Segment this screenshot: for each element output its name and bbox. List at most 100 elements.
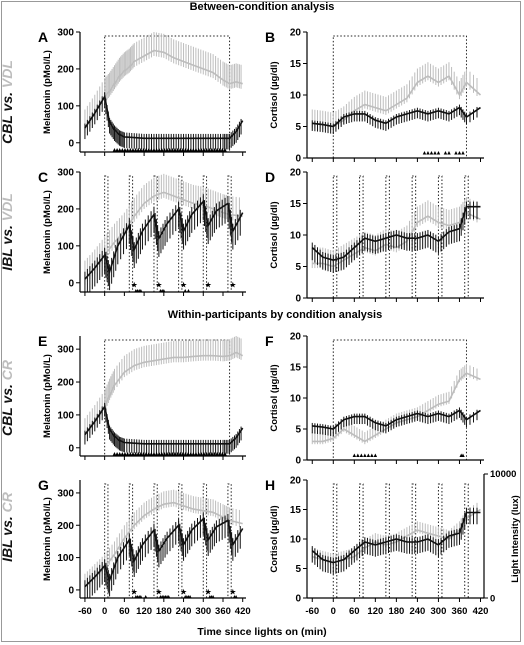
panel-c-significance-marker: ★	[205, 281, 212, 290]
panel-g-y-tick-label: 300	[57, 488, 74, 499]
panel-h: H 0 5 10 15 20 -60 0 60 120 180 240 300 360 420 Cortiso…	[265, 469, 521, 617]
panel-a-y-tick-label: 100	[57, 101, 74, 112]
panel-d-y-tick-label: 20	[290, 168, 302, 179]
panel-d-series-black	[311, 201, 481, 273]
panel-b-y-tick-label: 20	[290, 28, 302, 39]
panel-e-significance-marker: ▲	[143, 452, 149, 458]
panel-a-significance-marker: ▲	[167, 147, 173, 153]
svg-text:IBL vs. VDL: IBL vs. VDL	[0, 193, 15, 271]
panel-d-y-tick-label: 0	[295, 294, 301, 305]
panel-h-x-tick-label: 360	[452, 606, 468, 617]
panel-a-significance-marker: ▲	[119, 147, 125, 153]
panel-f-y-tick-label: 15	[290, 363, 302, 374]
panel-g: G★★★★★▲▲▲▲▲▲▲▲▲▲▲▲▲▲▲▲▲▲▲▲0100200300-600…	[38, 477, 251, 617]
panel-e-significance-marker: ▲	[217, 452, 223, 458]
panel-f-series-black	[311, 407, 481, 437]
panel-e-significance-marker: ▲	[214, 452, 220, 458]
panel-a-significance-marker: ▲	[219, 147, 225, 153]
panel-e-significance-marker: ▲	[193, 452, 199, 458]
panel-b-significance-marker: ▲	[446, 151, 452, 157]
panel-a-significance-marker: ▲	[148, 147, 154, 153]
x-axis-label: Time since lights on (min)	[197, 626, 326, 638]
panel-e-significance-marker: ▲	[148, 452, 154, 458]
panel-c-significance-marker: ★	[229, 281, 236, 290]
panel-b-series-gray	[311, 62, 482, 131]
panel-f-black-line	[312, 409, 481, 430]
panel-f-significance-marker: ▲	[458, 453, 464, 459]
panel-f-y-label-wrap: Cortisol (µg/dl)	[269, 364, 280, 431]
panel-a-significance-marker: ▲	[217, 147, 223, 153]
panel-a-y-tick-label: 200	[57, 64, 74, 75]
panel-h-series-black	[311, 507, 481, 575]
row-label-2-cond-b: VDL	[0, 193, 15, 221]
panel-a-significance-marker: ▲	[175, 147, 181, 153]
panel-g-significance-marker: ★	[205, 588, 212, 597]
panel-a-significance-marker: ▲	[164, 147, 170, 153]
panel-a-gray-line	[84, 49, 243, 129]
title-between: Between-condition analysis	[190, 1, 335, 13]
panel-b-black-line	[312, 106, 481, 128]
title-within: Within-participants by condition analysi…	[168, 309, 382, 321]
panel-e-significance-marker: ▲	[162, 452, 168, 458]
panel-f-y-label: Cortisol (µg/dl)	[269, 364, 280, 431]
panel-f-significance-marker: ▲	[358, 453, 364, 459]
panel-c-y-tick-label: 200	[57, 204, 74, 215]
row-label-1-cond-b: VDL	[0, 60, 15, 88]
panel-c-y-label: Melatonin (pMol/L)	[42, 190, 53, 274]
panel-h-x-tick-label: -60	[305, 606, 319, 617]
row-label-3-vs: vs.	[0, 380, 15, 407]
panel-a-series-black	[84, 92, 244, 150]
panel-d-letter: D	[265, 169, 275, 185]
panel-a-significance-marker: ▲	[169, 147, 175, 153]
panel-c-significance-marker: ★	[131, 281, 138, 290]
panel-a-y-label-wrap: Melatonin (pMol/L)	[42, 50, 53, 134]
panel-c-black-line	[84, 199, 244, 280]
panel-f-significance-marker: ▲	[351, 453, 357, 459]
panel-a-y-tick-label: 0	[68, 138, 74, 149]
panel-g-significance-marker: ★	[229, 588, 236, 597]
panel-b-letter: B	[265, 29, 275, 45]
panel-c-y-tick-label: 300	[57, 168, 74, 179]
panel-e-significance-marker: ▲	[190, 452, 196, 458]
panel-d-y-label-wrap: Cortisol (µg/dl)	[269, 201, 280, 268]
panel-b-y-tick-label: 10	[290, 91, 302, 102]
panel-d-black-line	[311, 205, 481, 262]
panel-g-lights-box-0	[104, 483, 109, 599]
panel-e-significance-marker: ▲	[164, 452, 170, 458]
panel-f-significance-marker: ▲	[355, 453, 361, 459]
panel-e-significance-marker: ▲	[201, 452, 207, 458]
panel-e-significance-marker: ▲	[156, 452, 162, 458]
panel-h-x-tick-label: 240	[409, 606, 425, 617]
panel-g-series-black	[84, 512, 244, 598]
panel-g-significance-marker: ★	[155, 588, 162, 597]
panel-h-x-tick-label: 0	[331, 606, 336, 617]
panel-b-significance-marker: ▲	[432, 151, 438, 157]
panel-e-significance-marker: ▲	[185, 452, 191, 458]
panel-h-y-tick-label: 20	[290, 476, 302, 487]
panel-e-significance-marker: ▲	[154, 452, 160, 458]
panel-b-y-tick-label: 0	[295, 154, 301, 165]
panel-a-significance-marker: ▲	[133, 147, 139, 153]
row-label-4-vs: vs.	[0, 512, 15, 539]
panel-d-lights-box-5	[464, 175, 469, 299]
panel-f-significance-marker: ▲	[362, 453, 368, 459]
row-label-1: CBL vs. VDL	[0, 60, 15, 144]
panel-a-significance-marker: ▲	[117, 147, 123, 153]
panel-e-significance-marker: ▲	[209, 452, 215, 458]
panel-g-letter: G	[38, 477, 49, 493]
panel-b-y-tick-label: 15	[290, 59, 302, 70]
panel-e-significance-marker: ▲	[127, 452, 133, 458]
panel-b-significance-marker: ▲	[456, 151, 462, 157]
panel-f-y-tick-label: 5	[295, 425, 301, 436]
panel-a-significance-marker: ▲	[125, 147, 131, 153]
panel-b-significance-marker: ▲	[421, 151, 427, 157]
row-label-4-cond-b: CR	[0, 491, 15, 512]
panel-b-significance-marker: ▲	[435, 151, 441, 157]
panel-a-significance-marker: ▲	[185, 147, 191, 153]
panel-e-significance-marker: ▲	[122, 452, 128, 458]
panel-c-significance-marker: ★	[180, 281, 187, 290]
panel-e-significance-marker: ▲	[117, 452, 123, 458]
panel-h-y2-tick-label: 0	[490, 594, 495, 605]
